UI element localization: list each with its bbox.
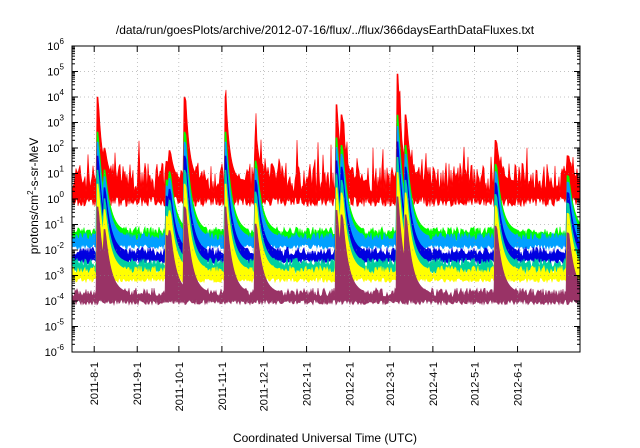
y-tick-label: 10-6	[45, 343, 65, 359]
y-tick-label: 100	[47, 190, 64, 206]
x-tick-label: 2011-11-1	[217, 362, 229, 411]
x-tick-label: 2012-1-1	[302, 362, 314, 406]
x-tick-label: 2012-2-1	[345, 362, 357, 406]
y-axis: 10-6 10-5 10-4 10-3 10-2 10-1 100 101 102 103 104 1…	[45, 37, 580, 359]
x-tick-label: 2011-12-1	[259, 362, 271, 411]
x-tick-label: 2012-5-1	[470, 362, 482, 406]
series-6-area	[72, 196, 580, 306]
x-tick-label: 2011-8-1	[89, 362, 101, 405]
y-tick-label: 101	[47, 165, 64, 181]
series-0-area	[72, 73, 580, 208]
y-tick-label: 10-4	[45, 292, 65, 308]
x-axis-label: Coordinated Universal Time (UTC)	[233, 431, 417, 445]
x-tick-label: 2012-4-1	[428, 362, 440, 406]
x-tick-label: 2011-9-1	[132, 362, 144, 405]
y-tick-label: 103	[47, 114, 64, 130]
series-5-area	[72, 172, 580, 284]
y-tick-label: 10-5	[45, 318, 65, 334]
y-tick-label: 10-2	[45, 241, 65, 257]
chart-title: /data/run/goesPlots/archive/2012-07-16/f…	[116, 23, 535, 37]
x-tick-label: 2012-3-1	[385, 362, 397, 406]
y-axis-label-superscript: 2	[26, 190, 35, 195]
plot-area	[72, 73, 580, 306]
x-axis: 2011-8-1 2011-9-1 2011-10-1 2011-11-1 2011-1…	[89, 46, 525, 411]
x-tick-label: 2012-6-1	[513, 362, 525, 406]
y-tick-label: 10-3	[45, 267, 65, 283]
y-tick-label: 105	[47, 63, 64, 79]
y-tick-label: 10-1	[45, 216, 65, 232]
y-axis-label: protons/cm2-s-sr-MeV	[26, 138, 41, 254]
y-tick-label: 102	[47, 139, 64, 155]
y-tick-label: 106	[47, 37, 64, 53]
grid	[72, 45, 580, 353]
y-tick-label: 104	[47, 88, 64, 104]
y-axis-label-prefix: protons/cm	[27, 195, 41, 254]
x-tick-label: 2011-10-1	[174, 362, 186, 411]
y-axis-label-suffix: -s-sr-MeV	[27, 138, 41, 191]
